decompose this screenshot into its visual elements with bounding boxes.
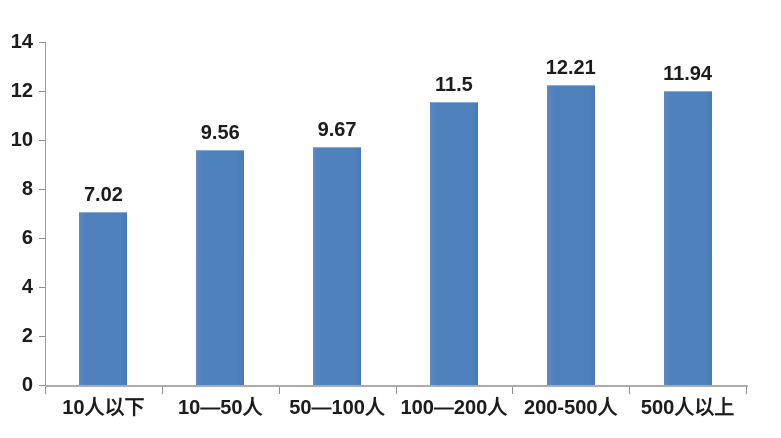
y-axis-tick-label: 4 [21,276,33,298]
bar [663,91,712,385]
y-axis-tick [39,385,45,386]
x-axis-label: 50—100人 [289,397,385,419]
plot-area: 7.02 9.56 9.67 11.5 12.21 11.94 [45,42,746,385]
x-axis-label: 500人以上 [640,397,735,419]
y-axis-tick [39,287,45,288]
y-axis-tick [39,140,45,141]
bar-value-label: 7.02 [83,184,123,207]
x-axis-label: 10—50人 [178,397,263,419]
bar [313,147,362,385]
x-axis-label: 10人以下 [62,397,145,419]
y-axis-tick-label: 8 [21,178,33,200]
x-axis-tick [395,387,397,394]
y-axis-tick-label: 6 [21,227,33,249]
bar-value-label: 11.5 [434,74,473,97]
x-axis-tick [746,387,747,394]
y-axis-tick-label: 12 [10,80,33,102]
y-axis-tick [39,42,45,43]
y-axis-tick [39,189,45,190]
bar-value-label: 11.94 [663,63,713,86]
bar [79,212,128,385]
x-axis-tick [278,387,280,394]
x-axis-tick [45,387,46,394]
y-axis-tick [39,91,45,92]
bar-value-label: 12.21 [545,56,596,79]
y-axis-tick-label: 2 [21,325,33,347]
y-axis-tick [39,336,45,337]
x-axis-label: 200-500人 [524,397,618,419]
y-axis-tick-label: 14 [10,31,33,53]
bar [546,84,595,385]
y-axis-tick-label: 0 [21,374,33,396]
y-axis-tick [39,238,45,239]
x-axis-tick [161,387,163,394]
bar [196,149,245,385]
x-axis-tick [512,387,514,394]
x-axis-line [45,385,748,387]
bar-value-label: 9.67 [317,119,357,142]
x-axis-tick [629,387,631,394]
x-axis-label: 100—200人 [400,397,508,419]
y-axis-tick-label: 10 [10,129,33,151]
bar [429,102,478,385]
y-axis-line [45,42,46,387]
bar-value-label: 9.56 [200,121,240,144]
